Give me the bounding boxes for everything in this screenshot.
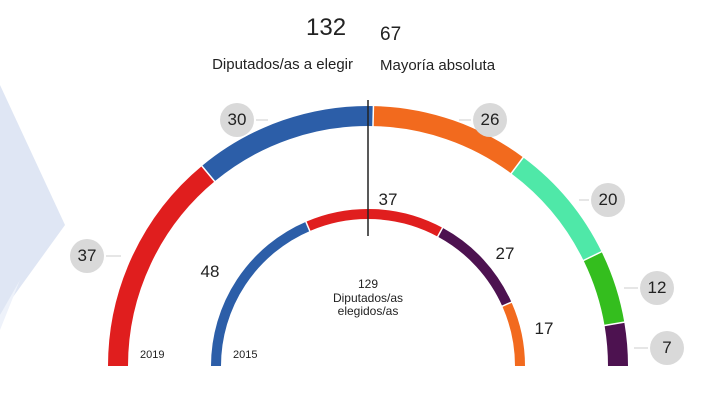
arc-2019-2 <box>373 106 524 174</box>
majority-label: Mayoría absoluta <box>380 57 496 74</box>
value-label-2015-1: 37 <box>378 190 398 209</box>
value-label-2019-3: 20 <box>591 183 625 217</box>
arc-2015-1 <box>306 209 444 237</box>
arc-2015-0 <box>211 221 311 367</box>
elected-label-1: Diputados/as <box>332 291 404 305</box>
value-label-2019-4: 12 <box>640 271 674 305</box>
seats-total: 132 <box>306 14 347 41</box>
background-chevron-light <box>0 280 20 330</box>
value-label-2015-2: 27 <box>495 244 515 263</box>
elected-count: 129 <box>357 277 379 291</box>
arc-2019-3 <box>511 157 602 262</box>
value-label-2019-0: 37 <box>70 239 104 273</box>
value-label-2019-5: 7 <box>650 331 684 365</box>
arc-2019-4 <box>583 252 625 327</box>
majority-value: 67 <box>380 24 402 45</box>
arc-2019-1 <box>202 106 375 181</box>
arc-2019-5 <box>604 322 628 367</box>
arc-2019-0 <box>108 165 216 367</box>
value-label-2019-2: 26 <box>473 103 507 137</box>
elected-label-2: elegidos/as <box>337 304 399 318</box>
ring-year-2015: 2015 <box>233 349 258 361</box>
arc-2015-3 <box>502 302 525 367</box>
value-label-2019-1: 30 <box>220 103 254 137</box>
arc-separator <box>582 250 604 263</box>
background-chevron <box>0 85 65 315</box>
arc-2015-2 <box>438 228 512 307</box>
seats-total-label: Diputados/as a elegir <box>212 56 353 73</box>
arc-separator <box>436 226 445 239</box>
value-label-2015-3: 17 <box>534 319 554 338</box>
ring-year-2019: 2019 <box>140 349 165 361</box>
value-label-2015-0: 48 <box>200 262 220 281</box>
